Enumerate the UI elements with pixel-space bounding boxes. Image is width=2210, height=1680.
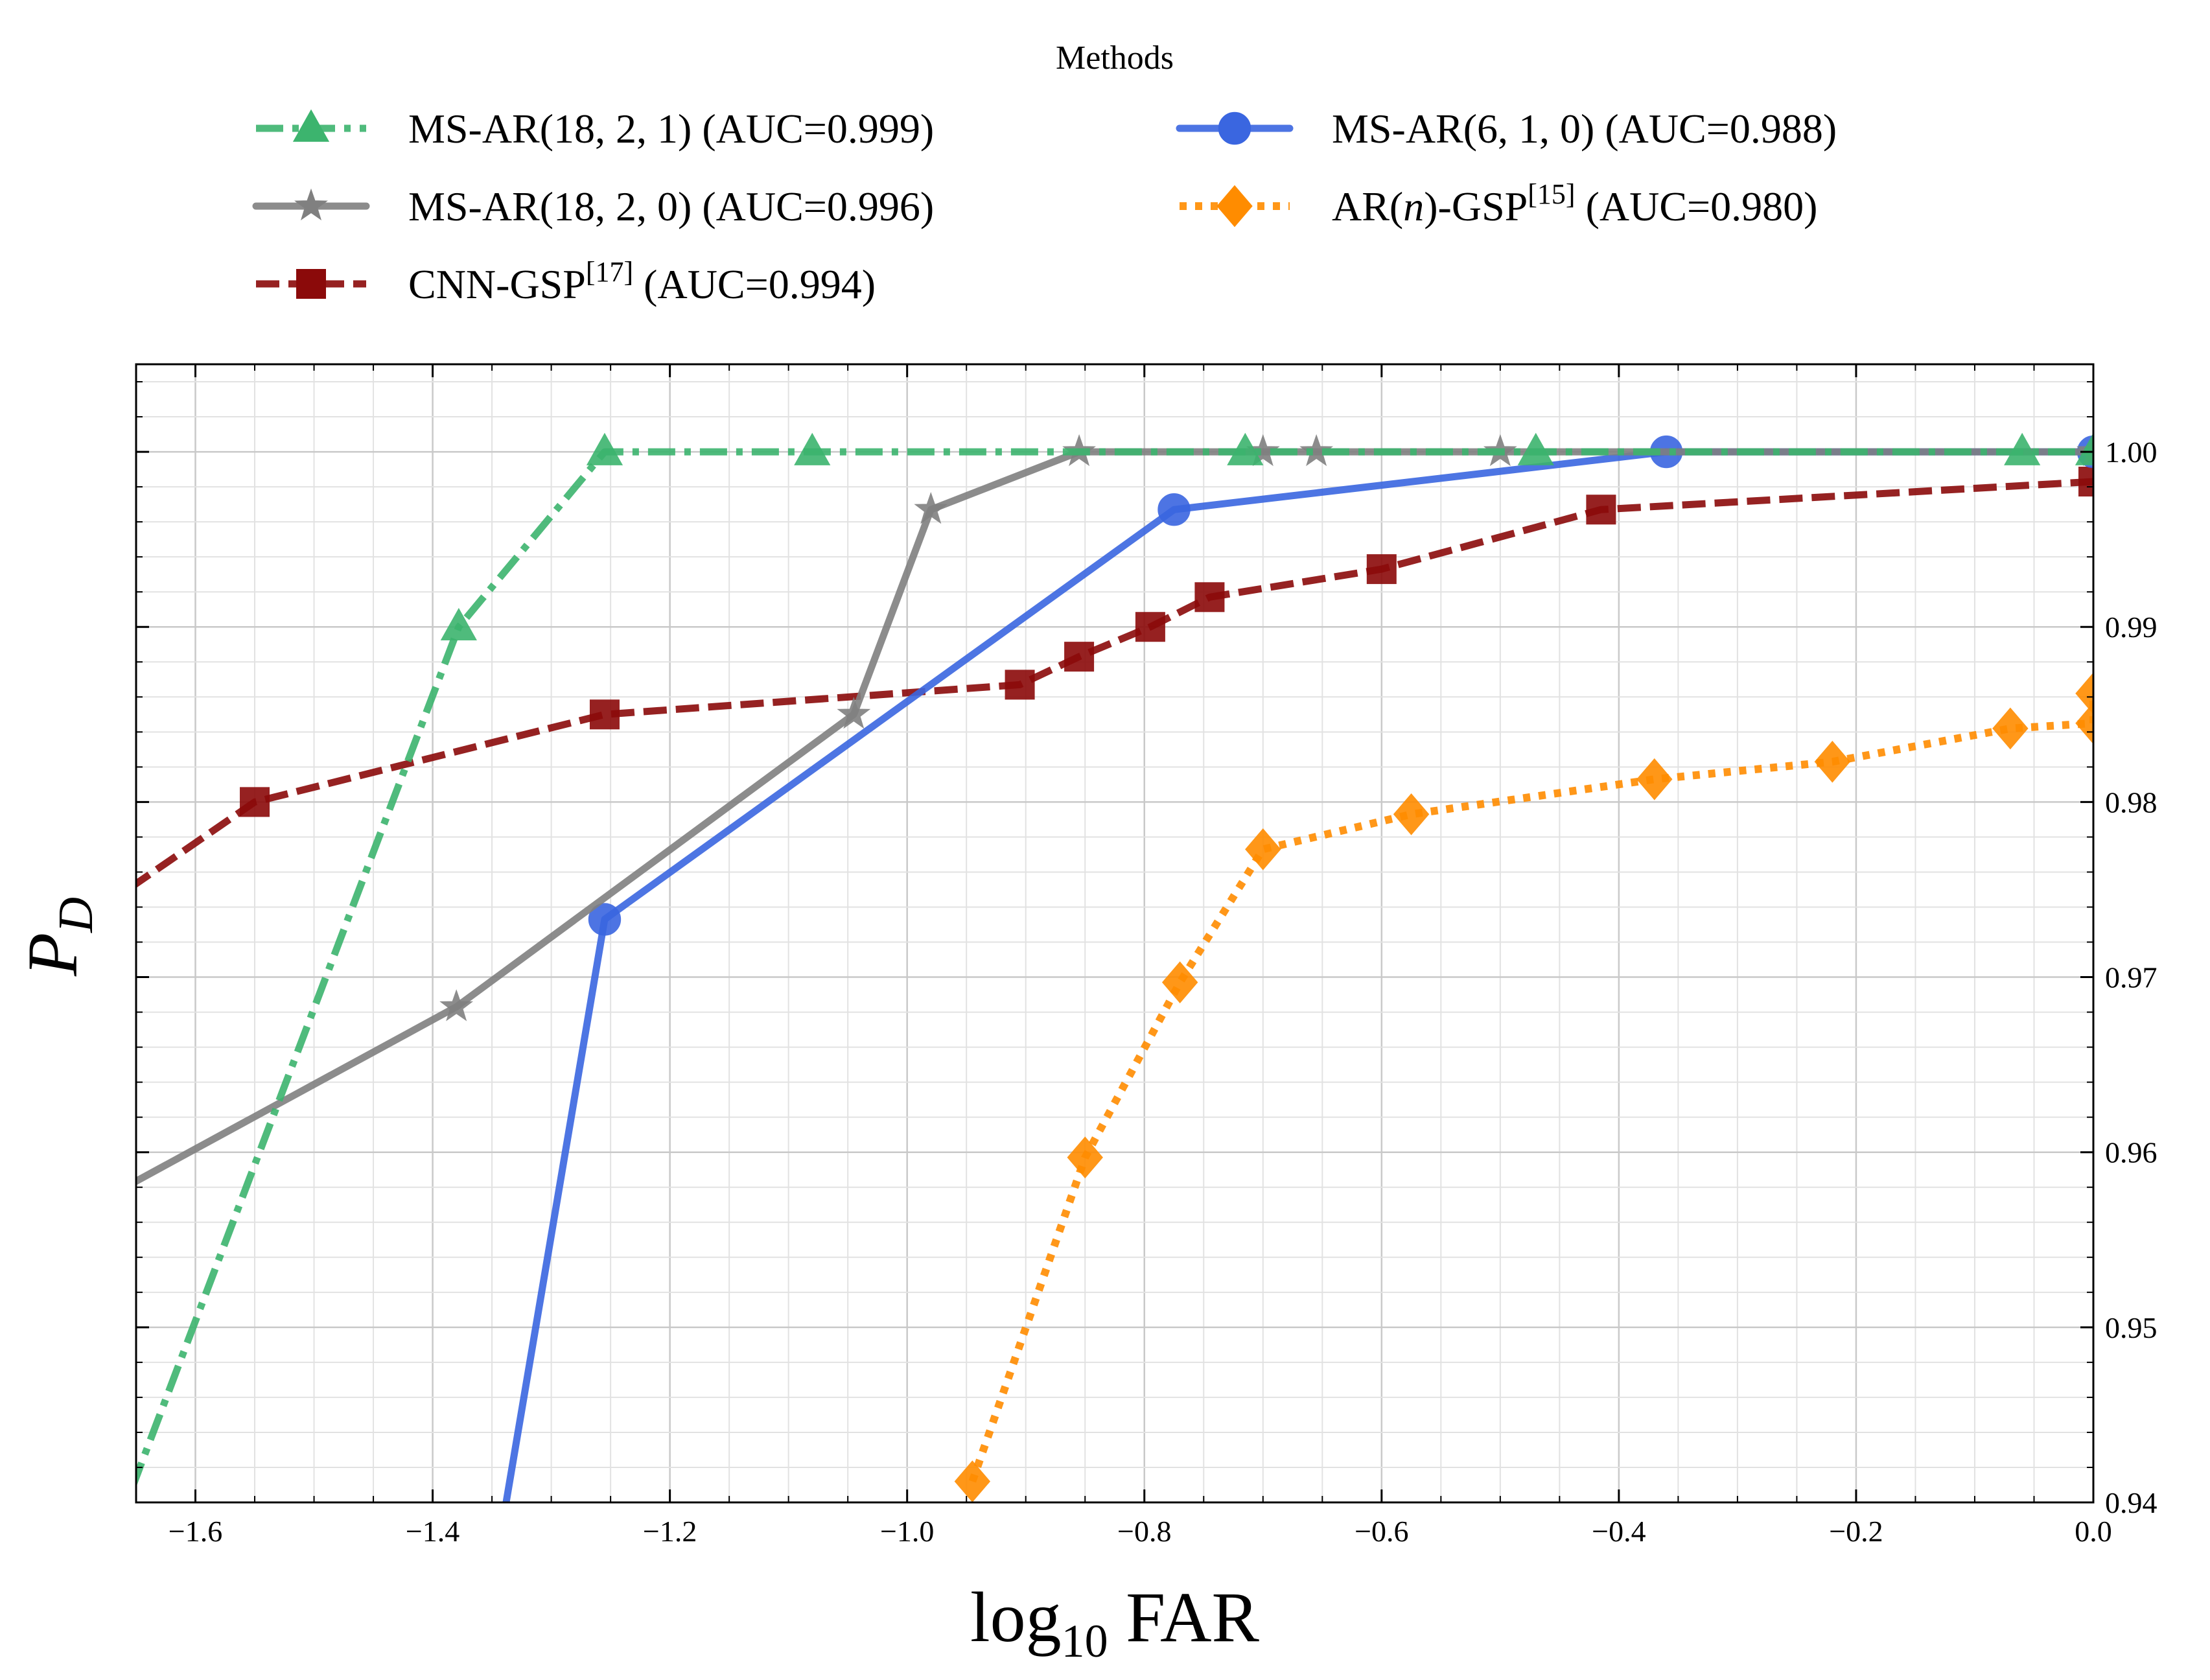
data-point-marker [1227, 432, 1264, 465]
legend-marker-swatch [1218, 111, 1251, 145]
series-4 [954, 672, 2093, 1502]
data-point-marker [1067, 1136, 1103, 1179]
data-point-marker [2004, 432, 2041, 465]
data-point-marker [837, 697, 871, 729]
data-point-marker [794, 432, 831, 465]
plot-frame [135, 363, 2095, 1504]
legend-marker-swatch [294, 188, 328, 221]
data-point-marker [2075, 432, 2093, 465]
data-point-marker [240, 787, 270, 817]
x-axis-label-subscript: 10 [1062, 1615, 1108, 1667]
data-point-marker [2075, 672, 2093, 715]
data-point-marker [1517, 432, 1554, 465]
data-point-marker [1005, 670, 1035, 700]
y-tick-label: 0.95 [2105, 1311, 2158, 1344]
data-point-marker [1393, 793, 1430, 835]
data-point-marker [62, 1198, 91, 1226]
y-tick-label: 0.96 [2105, 1136, 2158, 1169]
series-line [136, 448, 2093, 1488]
x-tick-label: −1.4 [406, 1515, 459, 1548]
data-point-marker [60, 1616, 94, 1646]
data-point-marker [1194, 582, 1225, 612]
data-point-marker [1814, 740, 1851, 783]
data-point-marker [1245, 828, 1281, 870]
data-point-marker [1299, 434, 1334, 467]
series-lines [60, 432, 2093, 1672]
legend-entry: MS-AR(6, 1, 0) (AUC=0.988) [1176, 106, 1837, 152]
data-point-marker [1161, 961, 1198, 1003]
data-point-marker [586, 432, 623, 465]
series-0 [60, 432, 2093, 1646]
data-point-marker [1636, 758, 1673, 800]
data-point-marker [914, 491, 948, 524]
legend-entry: MS-AR(18, 2, 0) (AUC=0.996) [252, 183, 934, 229]
data-point-marker [954, 1460, 991, 1502]
legend-marker-swatch [1216, 185, 1253, 228]
data-point-marker [1586, 495, 1616, 525]
y-axis-label-subscript: D [49, 897, 103, 933]
y-tick-label: 1.00 [2105, 436, 2158, 469]
data-point-marker [1157, 493, 1191, 526]
legend-marker-swatch [292, 109, 330, 142]
legend-entry: CNN-GSP[17] (AUC=0.994) [256, 256, 876, 307]
data-point-marker [588, 903, 622, 936]
legend-label: CNN-GSP[17] (AUC=0.994) [408, 256, 876, 307]
data-point-marker [465, 1641, 496, 1672]
legend-label: MS-AR(18, 2, 1) (AUC=0.999) [408, 106, 934, 152]
series-3 [465, 435, 2093, 1672]
data-point-marker [2078, 467, 2093, 497]
legend-entry: MS-AR(18, 2, 1) (AUC=0.999) [256, 106, 934, 152]
y-tick-label: 0.94 [2105, 1486, 2158, 1519]
legend-label: MS-AR(6, 1, 0) (AUC=0.988) [1332, 106, 1837, 152]
data-point-marker [1064, 642, 1095, 672]
series-2 [136, 467, 2093, 889]
series-line [502, 448, 2093, 1502]
legend-marker-swatch [296, 269, 326, 299]
data-point-marker [439, 989, 474, 1021]
legend-entry: AR(n)-GSP[15] (AUC=0.980) [1180, 178, 1817, 229]
data-point-marker [1366, 554, 1397, 585]
x-axis-label: log10 FAR [970, 1578, 1260, 1667]
x-tick-label: 0.0 [2075, 1515, 2112, 1548]
data-point-marker [589, 699, 620, 730]
series-line [136, 478, 2093, 889]
x-tick-label: −1.6 [169, 1515, 222, 1548]
data-point-marker [1135, 612, 1165, 642]
grid [136, 364, 2095, 1504]
data-point-marker [2075, 702, 2093, 745]
legend: Methods MS-AR(18, 2, 1) (AUC=0.999) MS-AR… [252, 40, 1837, 307]
y-tick-label: 0.99 [2105, 611, 2158, 644]
axis-ticks: −1.6 −1.4 −1.2 −1.0 −0.8 −0.6 −0.4 −0.2 0.00.94 0… [136, 364, 2158, 1548]
x-tick-label: −1.2 [643, 1515, 697, 1548]
x-tick-label: −1.0 [880, 1515, 934, 1548]
x-tick-label: −0.8 [1117, 1515, 1171, 1548]
legend-title: Methods [1056, 40, 1174, 76]
y-axis-label: PD [13, 897, 103, 977]
data-point-marker [1992, 707, 2029, 750]
legend-label: MS-AR(18, 2, 0) (AUC=0.996) [408, 183, 934, 229]
y-tick-label: 0.98 [2105, 786, 2158, 819]
x-tick-label: −0.2 [1829, 1515, 1883, 1548]
x-tick-label: −0.6 [1355, 1515, 1408, 1548]
legend-label: AR(n)-GSP[15] (AUC=0.980) [1332, 178, 1817, 229]
x-tick-label: −0.4 [1592, 1515, 1646, 1548]
y-tick-label: 0.97 [2105, 961, 2158, 994]
series-line [968, 693, 2093, 1483]
data-point-marker [440, 607, 477, 641]
